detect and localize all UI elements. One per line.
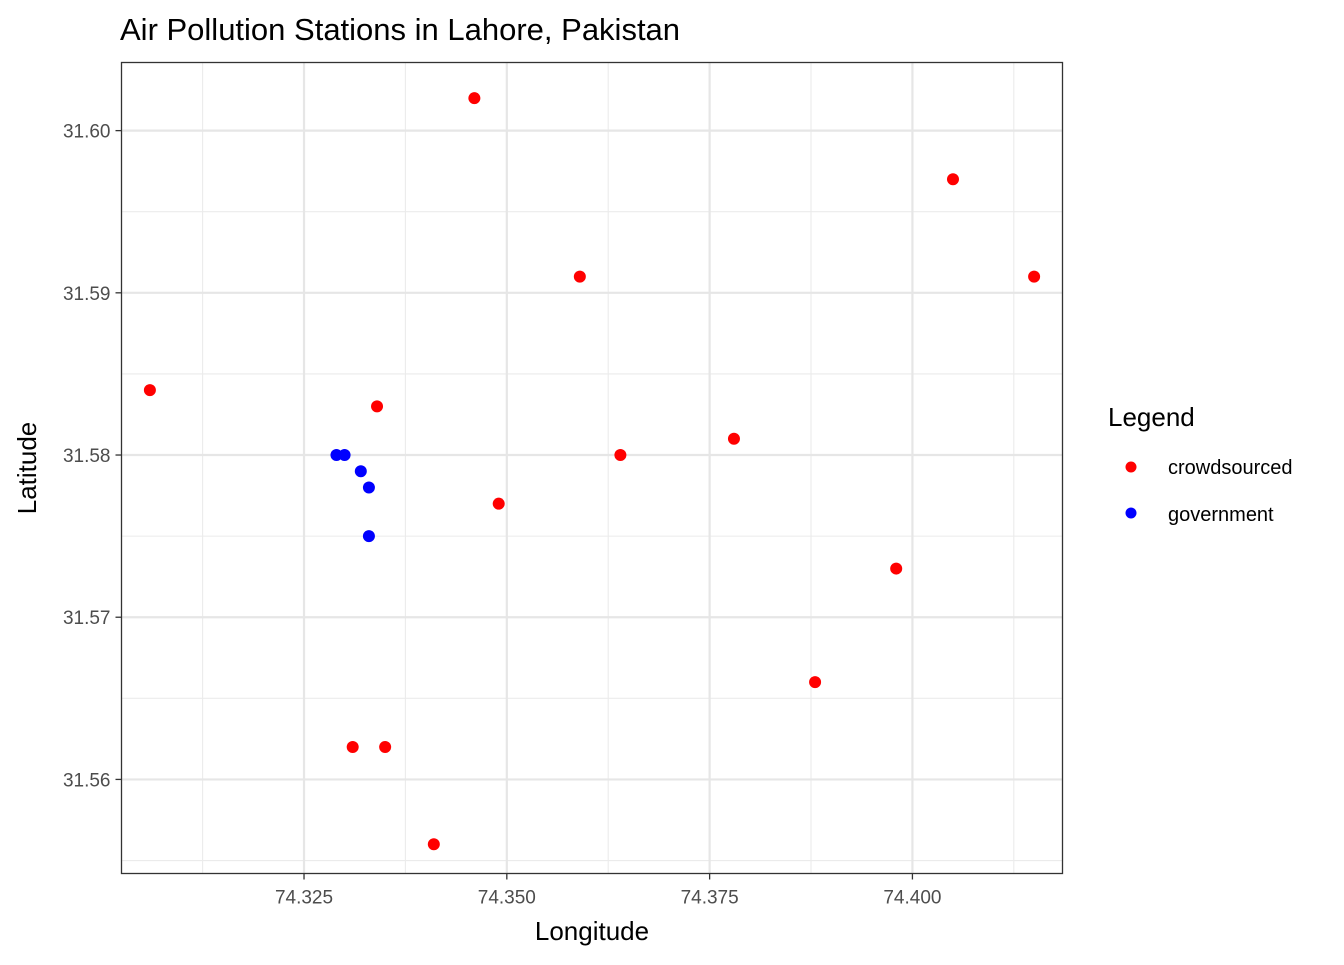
- grid: [121, 62, 1063, 874]
- legend-label-government: government: [1168, 504, 1274, 526]
- point-crowdsourced: [614, 449, 627, 462]
- point-government: [354, 465, 367, 478]
- point-crowdsourced: [809, 676, 822, 689]
- data-points: [143, 92, 1041, 851]
- x-tick-label: 74.375: [681, 888, 739, 909]
- legend-key-crowdsourced: [1125, 461, 1137, 473]
- point-crowdsourced: [346, 740, 359, 753]
- point-government: [338, 449, 351, 462]
- point-crowdsourced: [143, 384, 156, 397]
- legend-key-government: [1125, 507, 1137, 519]
- x-tick-label: 74.325: [275, 888, 333, 909]
- legend-label-crowdsourced: crowdsourced: [1168, 457, 1293, 479]
- y-tick-label: 31.58: [63, 446, 111, 467]
- panel-border: [120, 61, 1064, 875]
- point-crowdsourced: [371, 400, 384, 413]
- y-tick-label: 31.56: [63, 770, 111, 791]
- legend: Legend crowdsourced government: [1108, 402, 1293, 526]
- point-crowdsourced: [492, 497, 505, 510]
- point-crowdsourced: [427, 838, 440, 851]
- point-crowdsourced: [468, 92, 481, 105]
- y-axis-title: Latitude: [12, 422, 42, 515]
- point-crowdsourced: [573, 270, 586, 283]
- y-tick-label: 31.57: [63, 608, 111, 629]
- legend-title: Legend: [1108, 402, 1195, 432]
- point-government: [362, 481, 375, 494]
- axis-ticks: 74.325 74.350 74.375 74.400 31.56 31.57 31.58 3…: [63, 122, 942, 909]
- y-tick-label: 31.59: [63, 284, 111, 305]
- y-tick-label: 31.60: [63, 122, 111, 143]
- x-tick-label: 74.350: [478, 888, 536, 909]
- chart-title: Air Pollution Stations in Lahore, Pakist…: [120, 12, 680, 47]
- point-crowdsourced: [890, 562, 903, 575]
- point-crowdsourced: [946, 173, 959, 186]
- x-tick-label: 74.400: [883, 888, 941, 909]
- point-government: [362, 530, 375, 543]
- point-crowdsourced: [727, 432, 740, 445]
- x-axis-title: Longitude: [535, 916, 649, 946]
- point-crowdsourced: [379, 740, 392, 753]
- point-crowdsourced: [1028, 270, 1041, 283]
